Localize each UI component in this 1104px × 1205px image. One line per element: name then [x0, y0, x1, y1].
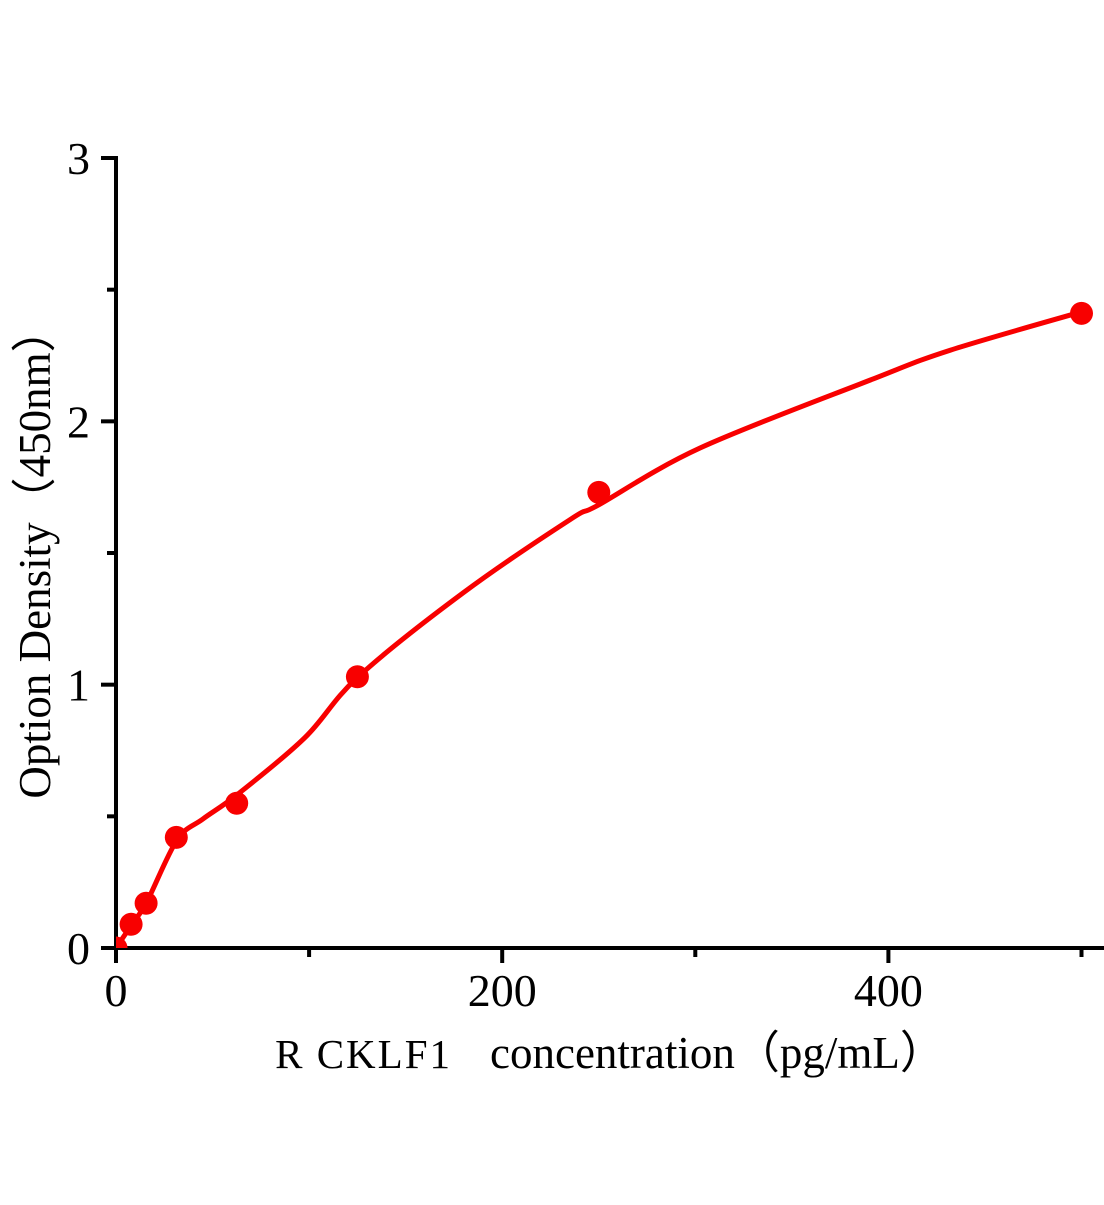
- x-axis-title-prefix: R CKLF1: [275, 1031, 452, 1077]
- y-tick-label: 0: [67, 923, 90, 974]
- axes: [101, 156, 1104, 963]
- series: [116, 301, 1093, 948]
- y-axis-title: Option Density（450nm）: [10, 307, 60, 798]
- data-point-marker: [345, 665, 369, 689]
- x-tick-label: 0: [105, 965, 128, 1016]
- x-tick-label: 200: [468, 965, 537, 1016]
- data-point-marker: [116, 936, 128, 948]
- data-point-marker: [225, 791, 249, 815]
- data-point-marker: [119, 912, 143, 936]
- data-point-marker: [134, 891, 158, 915]
- data-point-marker: [1070, 301, 1093, 325]
- fit-curve: [116, 309, 1084, 948]
- y-tick-label: 2: [67, 396, 90, 447]
- x-axis-title-main: concentration（pg/mL）: [490, 1028, 945, 1078]
- tick-labels: 0 200 400 0 1 2 3: [67, 133, 923, 1016]
- y-tick-label: 1: [67, 660, 90, 711]
- data-point-marker: [164, 825, 188, 849]
- y-tick-label: 3: [67, 133, 90, 184]
- data-point-marker: [587, 480, 611, 504]
- x-tick-label: 400: [854, 965, 923, 1016]
- x-axis-title: R CKLF1 concentration（pg/mL）: [275, 1028, 945, 1078]
